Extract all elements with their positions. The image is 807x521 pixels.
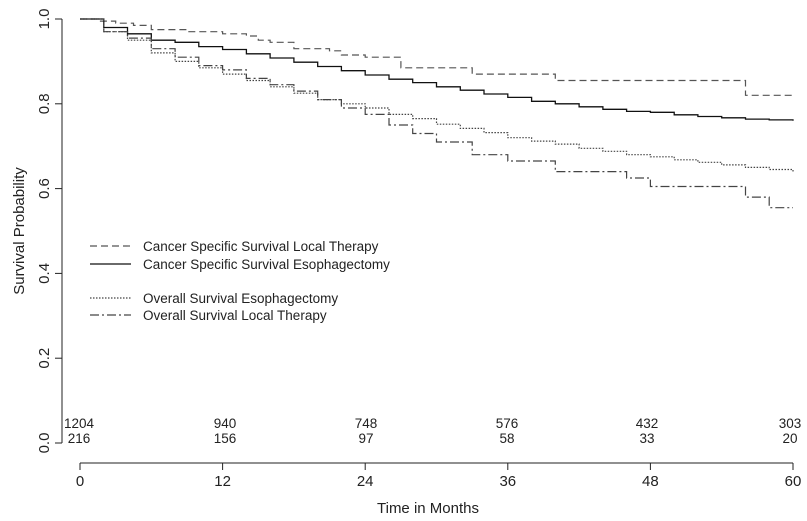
x-tick-label: 12 bbox=[214, 473, 231, 490]
risk-count: 576 bbox=[496, 416, 519, 431]
risk-count: 1204 bbox=[64, 416, 95, 431]
risk-count: 940 bbox=[214, 416, 237, 431]
x-ticks: 0 12 24 36 48 60 bbox=[76, 463, 802, 490]
series-line-0 bbox=[80, 18, 793, 96]
y-tick-label: 0.2 bbox=[36, 348, 53, 369]
risk-count: 303 bbox=[779, 416, 802, 431]
y-tick-label: 0.6 bbox=[36, 178, 53, 199]
survival-curves bbox=[80, 18, 794, 209]
risk-count: 432 bbox=[636, 416, 659, 431]
risk-count: 156 bbox=[214, 431, 237, 446]
series-line-1 bbox=[80, 18, 794, 121]
risk-count: 33 bbox=[639, 431, 654, 446]
legend-label: Overall Survival Local Therapy bbox=[143, 308, 327, 323]
series-line-3 bbox=[80, 18, 793, 209]
x-axis-title: Time in Months bbox=[377, 500, 479, 517]
axes bbox=[61, 19, 793, 464]
x-tick-label: 48 bbox=[642, 473, 659, 490]
number-at-risk-table: 1204 940 748 576 432 303 216 156 97 58 33 20 bbox=[64, 416, 801, 446]
y-tick-label: 0.8 bbox=[36, 93, 53, 114]
y-axis-title: Survival Probability bbox=[11, 167, 28, 295]
y-tick-label: 0.0 bbox=[36, 433, 53, 454]
y-ticks: 0.0 0.2 0.4 0.6 0.8 1.0 bbox=[36, 9, 62, 454]
risk-count: 97 bbox=[358, 431, 373, 446]
x-tick-label: 60 bbox=[785, 473, 802, 490]
legend-label: Cancer Specific Survival Esophagectomy bbox=[143, 257, 390, 272]
x-tick-label: 24 bbox=[357, 473, 374, 490]
risk-count: 58 bbox=[499, 431, 514, 446]
risk-count: 748 bbox=[355, 416, 378, 431]
legend: Cancer Specific Survival Local Therapy Ca… bbox=[90, 239, 390, 323]
risk-count: 20 bbox=[782, 431, 797, 446]
legend-label: Cancer Specific Survival Local Therapy bbox=[143, 239, 379, 254]
y-tick-label: 1.0 bbox=[36, 9, 53, 30]
risk-count: 216 bbox=[68, 431, 91, 446]
y-tick-label: 0.4 bbox=[36, 263, 53, 284]
x-tick-label: 36 bbox=[499, 473, 516, 490]
x-tick-label: 0 bbox=[76, 473, 84, 490]
legend-label: Overall Survival Esophagectomy bbox=[143, 291, 338, 306]
